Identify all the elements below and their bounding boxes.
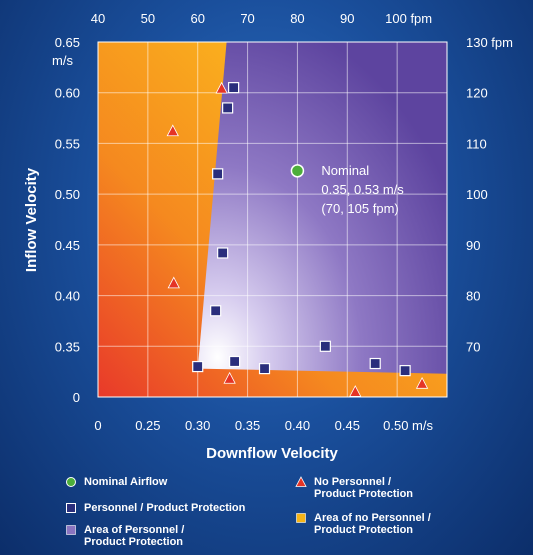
no-protection-point <box>215 81 228 94</box>
nominal-annotation: Nominal 0.35, 0.53 m/s (70, 105 fpm) <box>321 163 404 216</box>
x-secondary-tick-label: 80 <box>290 11 304 26</box>
x-secondary-tick-label: 70 <box>240 11 254 26</box>
x-secondary-tick-label: 40 <box>91 11 105 26</box>
nominal-annotation-line: (70, 105 fpm) <box>321 201 398 216</box>
x-secondary-tick-label: 90 <box>340 11 354 26</box>
y-tick-label-line: 0.65 <box>55 35 80 50</box>
y-axis-title: Inflow Velocity <box>23 167 40 272</box>
y-tick-label-line: 0.55 <box>55 136 80 151</box>
y-tick-label-line: 0 <box>73 390 80 405</box>
protection-point <box>217 247 229 259</box>
x-secondary-tick-label: 60 <box>190 11 204 26</box>
y-tick-label-line: 0.60 <box>55 86 80 101</box>
y-tick-label: 0.50 <box>55 187 80 202</box>
no-protection-point <box>415 376 429 389</box>
y-tick-label-line: 0.35 <box>55 339 80 354</box>
personnel-protection-region <box>197 42 447 374</box>
x-axis-title: Downflow Velocity <box>206 445 338 462</box>
y-secondary-tick-label: 120 <box>466 86 488 101</box>
y-tick-label: 0.65 m/s <box>52 35 80 68</box>
data-marks <box>166 81 429 397</box>
y-secondary-tick-label: 80 <box>466 289 480 304</box>
nominal-annotation-line: 0.35, 0.53 m/s <box>321 182 404 197</box>
protection-point <box>222 102 234 114</box>
y-secondary-tick-label: 130 fpm <box>466 35 513 50</box>
y-tick-label-line: m/s <box>52 53 73 68</box>
y-tick-label: 0.55 <box>55 136 80 151</box>
y-tick-label: 0.45 <box>55 238 80 253</box>
y-tick-label: 0 <box>73 390 80 405</box>
protection-point <box>192 360 204 373</box>
x-tick-label: 0.40 <box>285 418 310 433</box>
x-tick-label: 0.25 <box>135 418 160 433</box>
grid <box>98 42 447 397</box>
no-protection-point <box>167 276 180 289</box>
y-tick-label: 0.40 <box>55 289 80 304</box>
x-tick-label: 0.30 <box>185 418 210 433</box>
protection-point <box>210 305 222 317</box>
x-tick-label: 0.50 m/s <box>383 418 433 433</box>
y-secondary-tick-label: 90 <box>466 238 480 253</box>
nominal-annotation-line: Nominal <box>321 163 369 178</box>
nominal-airflow-point <box>290 164 305 178</box>
protection-point <box>258 363 271 375</box>
y-secondary-tick-label: 110 <box>466 136 487 151</box>
protection-point <box>399 365 411 377</box>
y-secondary-tick-label: 100 <box>466 187 488 202</box>
tick-labels: 0 0.25 0.30 0.35 0.40 0.45 0.50 m/s 40 50 60 70 80 9… <box>52 11 513 433</box>
y-tick-label: 0.35 <box>55 339 80 354</box>
no-protection-point <box>223 371 236 384</box>
protection-point <box>228 82 240 94</box>
protection-point <box>229 355 241 368</box>
y-tick-label: 0.60 <box>55 86 80 101</box>
y-tick-label-line: 0.50 <box>55 187 80 202</box>
y-tick-label-line: 0.45 <box>55 238 80 253</box>
protection-point <box>212 168 224 180</box>
plot-area-border <box>97 41 448 398</box>
no-protection-point <box>166 124 179 137</box>
x-tick-label: 0.35 <box>235 418 260 433</box>
x-secondary-tick-label: 100 fpm <box>385 11 432 26</box>
y-secondary-tick-label: 70 <box>466 339 480 354</box>
no-protection-point <box>349 385 362 397</box>
x-tick-label: 0.45 <box>335 418 360 433</box>
x-secondary-tick-label: 50 <box>141 11 155 26</box>
protection-point <box>369 357 381 370</box>
y-tick-label-line: 0.40 <box>55 289 80 304</box>
x-tick-label: 0 <box>94 418 101 433</box>
protection-point <box>319 340 331 352</box>
